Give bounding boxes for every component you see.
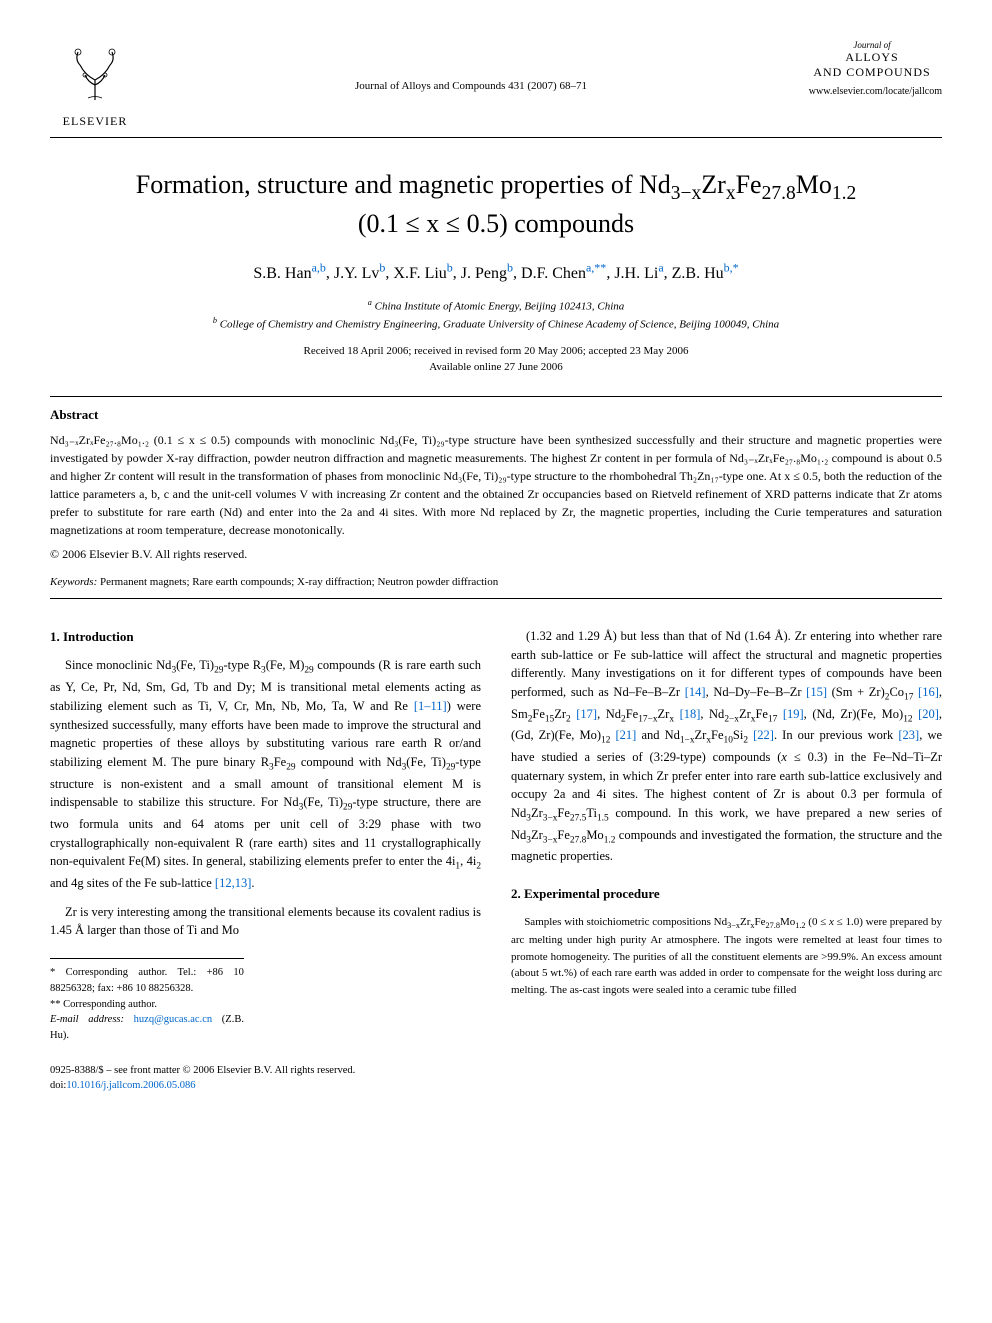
title-sub: 3−x	[671, 183, 702, 204]
email-link[interactable]: huzq@gucas.ac.cn	[134, 1014, 212, 1025]
title-part: Mo	[796, 170, 832, 199]
keywords: Keywords: Permanent magnets; Rare earth …	[50, 576, 942, 588]
received-date: Received 18 April 2006; received in revi…	[50, 343, 942, 360]
ref-link[interactable]: [12,13]	[215, 876, 251, 890]
experimental-paragraph-1: Samples with stoichiometric compositions…	[511, 914, 942, 999]
affiliation-a: a China Institute of Atomic Energy, Beij…	[50, 297, 942, 315]
author: J. Pengb	[461, 265, 513, 282]
journal-url[interactable]: www.elsevier.com/locate/jallcom	[802, 86, 942, 97]
affiliation-link[interactable]: a,b	[312, 260, 326, 274]
affiliations: a China Institute of Atomic Energy, Beij…	[50, 297, 942, 333]
ref-link[interactable]: [17]	[576, 707, 597, 721]
ref-link[interactable]: [14]	[685, 685, 706, 699]
ref-link[interactable]: [23]	[898, 728, 919, 742]
affiliation-b: b College of Chemistry and Chemistry Eng…	[50, 315, 942, 333]
journal-reference: Journal of Alloys and Compounds 431 (200…	[140, 80, 802, 92]
ref-link[interactable]: [1–11]	[414, 699, 447, 713]
abstract-bottom-rule	[50, 598, 942, 599]
affiliation-link[interactable]: b	[507, 260, 513, 274]
header-row: ELSEVIER Journal of Alloys and Compounds…	[50, 40, 942, 129]
footnotes: * Corresponding author. Tel.: +86 10 882…	[50, 958, 244, 1044]
ref-link[interactable]: [21]	[616, 728, 637, 742]
body-columns: 1. Introduction Since monoclinic Nd3(Fe,…	[50, 627, 942, 1044]
doi-line: doi:10.1016/j.jallcom.2006.05.086	[50, 1079, 942, 1094]
title-sub: 1.2	[832, 183, 856, 204]
journal-logo-bottom: ALLOYSAND COMPOUNDS	[802, 50, 942, 80]
author: J.H. Lia	[614, 265, 663, 282]
affiliation-link[interactable]: a,**	[586, 260, 606, 274]
article-title: Formation, structure and magnetic proper…	[50, 168, 942, 240]
copyright-line: © 2006 Elsevier B.V. All rights reserved…	[50, 547, 942, 562]
ref-link[interactable]: [19]	[783, 707, 804, 721]
title-line2: (0.1 ≤ x ≤ 0.5) compounds	[358, 209, 634, 238]
journal-logo-top: Journal of	[802, 40, 942, 50]
title-part: Formation, structure and magnetic proper…	[136, 170, 671, 199]
author: Z.B. Hub,*	[672, 265, 739, 282]
doi-link[interactable]: 10.1016/j.jallcom.2006.05.086	[66, 1080, 195, 1091]
title-sub: 27.8	[762, 183, 796, 204]
keywords-text: Permanent magnets; Rare earth compounds;…	[100, 576, 498, 588]
affiliation-link[interactable]: b,*	[724, 260, 739, 274]
page-footer: 0925-8388/$ – see front matter © 2006 El…	[50, 1064, 942, 1093]
experimental-heading: 2. Experimental procedure	[511, 884, 942, 904]
abstract-text: Nd₃₋ₓZrₓFe₂₇.₈Mo₁.₂ (0.1 ≤ x ≤ 0.5) comp…	[50, 431, 942, 539]
intro-paragraph-1: Since monoclinic Nd3(Fe, Ti)29-type R3(F…	[50, 656, 481, 892]
affiliation-link[interactable]: b	[447, 260, 453, 274]
footnote-email: E-mail address: huzq@gucas.ac.cn (Z.B. H…	[50, 1012, 244, 1044]
abstract-top-rule	[50, 396, 942, 397]
author-list: S.B. Hana,b, J.Y. Lvb, X.F. Liub, J. Pen…	[50, 260, 942, 282]
col2-paragraph-1: (1.32 and 1.29 Å) but less than that of …	[511, 627, 942, 866]
ref-link[interactable]: [15]	[806, 685, 827, 699]
top-rule	[50, 137, 942, 138]
title-part: Fe	[736, 170, 762, 199]
footnote-2: ** Corresponding author.	[50, 997, 244, 1013]
article-dates: Received 18 April 2006; received in revi…	[50, 343, 942, 376]
left-column: 1. Introduction Since monoclinic Nd3(Fe,…	[50, 627, 481, 1044]
ref-link[interactable]: [18]	[680, 707, 701, 721]
intro-paragraph-2: Zr is very interesting among the transit…	[50, 903, 481, 941]
journal-logo-block: Journal of ALLOYSAND COMPOUNDS www.elsev…	[802, 40, 942, 97]
online-date: Available online 27 June 2006	[50, 359, 942, 376]
author: S.B. Hana,b	[253, 265, 326, 282]
right-column: (1.32 and 1.29 Å) but less than that of …	[511, 627, 942, 1044]
intro-heading: 1. Introduction	[50, 627, 481, 647]
author: J.Y. Lvb	[334, 265, 386, 282]
issn-line: 0925-8388/$ – see front matter © 2006 El…	[50, 1064, 942, 1079]
affiliation-link[interactable]: b	[379, 260, 385, 274]
publisher-logo: ELSEVIER	[50, 40, 140, 129]
title-sub: x	[726, 183, 736, 204]
author: X.F. Liub	[393, 265, 452, 282]
footnote-1: * Corresponding author. Tel.: +86 10 882…	[50, 965, 244, 997]
author: D.F. Chena,**	[521, 265, 606, 282]
affiliation-link[interactable]: a	[658, 260, 663, 274]
elsevier-tree-icon	[60, 40, 130, 110]
ref-link[interactable]: [16]	[918, 685, 939, 699]
ref-link[interactable]: [22]	[753, 728, 774, 742]
abstract-heading: Abstract	[50, 407, 942, 423]
publisher-name: ELSEVIER	[63, 114, 128, 129]
ref-link[interactable]: [20]	[918, 707, 939, 721]
title-part: Zr	[701, 170, 726, 199]
keywords-label: Keywords:	[50, 576, 97, 588]
